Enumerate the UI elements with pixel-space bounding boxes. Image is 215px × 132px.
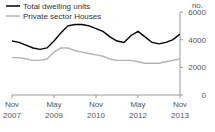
- y-tick-label: 2000: [188, 63, 206, 72]
- x-tick: [54, 95, 55, 98]
- y-tick-label: 4000: [188, 36, 206, 45]
- legend-swatch: [6, 15, 20, 17]
- series-line: [12, 24, 180, 49]
- y-tick-label: 0: [202, 91, 207, 100]
- x-tick-label: Nov 2007: [3, 100, 21, 120]
- plot-area: [12, 24, 180, 63]
- x-tick-label-part: Nov: [89, 100, 103, 109]
- x-tick: [12, 95, 13, 98]
- x-tick: [138, 95, 139, 98]
- y-tick-label: 6000: [188, 8, 206, 17]
- x-tick-label-part: Nov: [5, 100, 19, 109]
- x-tick-label: Nov 2010: [87, 100, 105, 120]
- legend-label: Total dwelling units: [23, 2, 90, 11]
- legend-label: Private sector Houses: [23, 12, 101, 21]
- x-tick-label-part: 2013: [171, 111, 189, 120]
- y-tick: [180, 67, 183, 68]
- x-tick-label-part: 2007: [3, 111, 21, 120]
- x-tick-label-part: 2012: [129, 111, 147, 120]
- x-tick-label-part: May: [46, 100, 61, 109]
- series-line: [12, 48, 180, 63]
- y-tick: [180, 12, 183, 13]
- x-tick-label: May 2009: [45, 100, 63, 120]
- x-tick-label-part: May: [130, 100, 145, 109]
- x-tick: [96, 95, 97, 98]
- y-tick: [180, 39, 183, 40]
- x-tick: [180, 95, 181, 98]
- legend-swatch: [6, 5, 20, 7]
- x-tick-label-part: 2010: [87, 111, 105, 120]
- x-tick-label: Nov 2013: [171, 100, 189, 120]
- x-tick-label: May 2012: [129, 100, 147, 120]
- x-tick-label-part: 2009: [45, 111, 63, 120]
- y-axis: [180, 12, 181, 95]
- chart: no.0200040006000Nov2007May2009Nov2010May…: [0, 0, 215, 132]
- x-tick-label-part: Nov: [173, 100, 187, 109]
